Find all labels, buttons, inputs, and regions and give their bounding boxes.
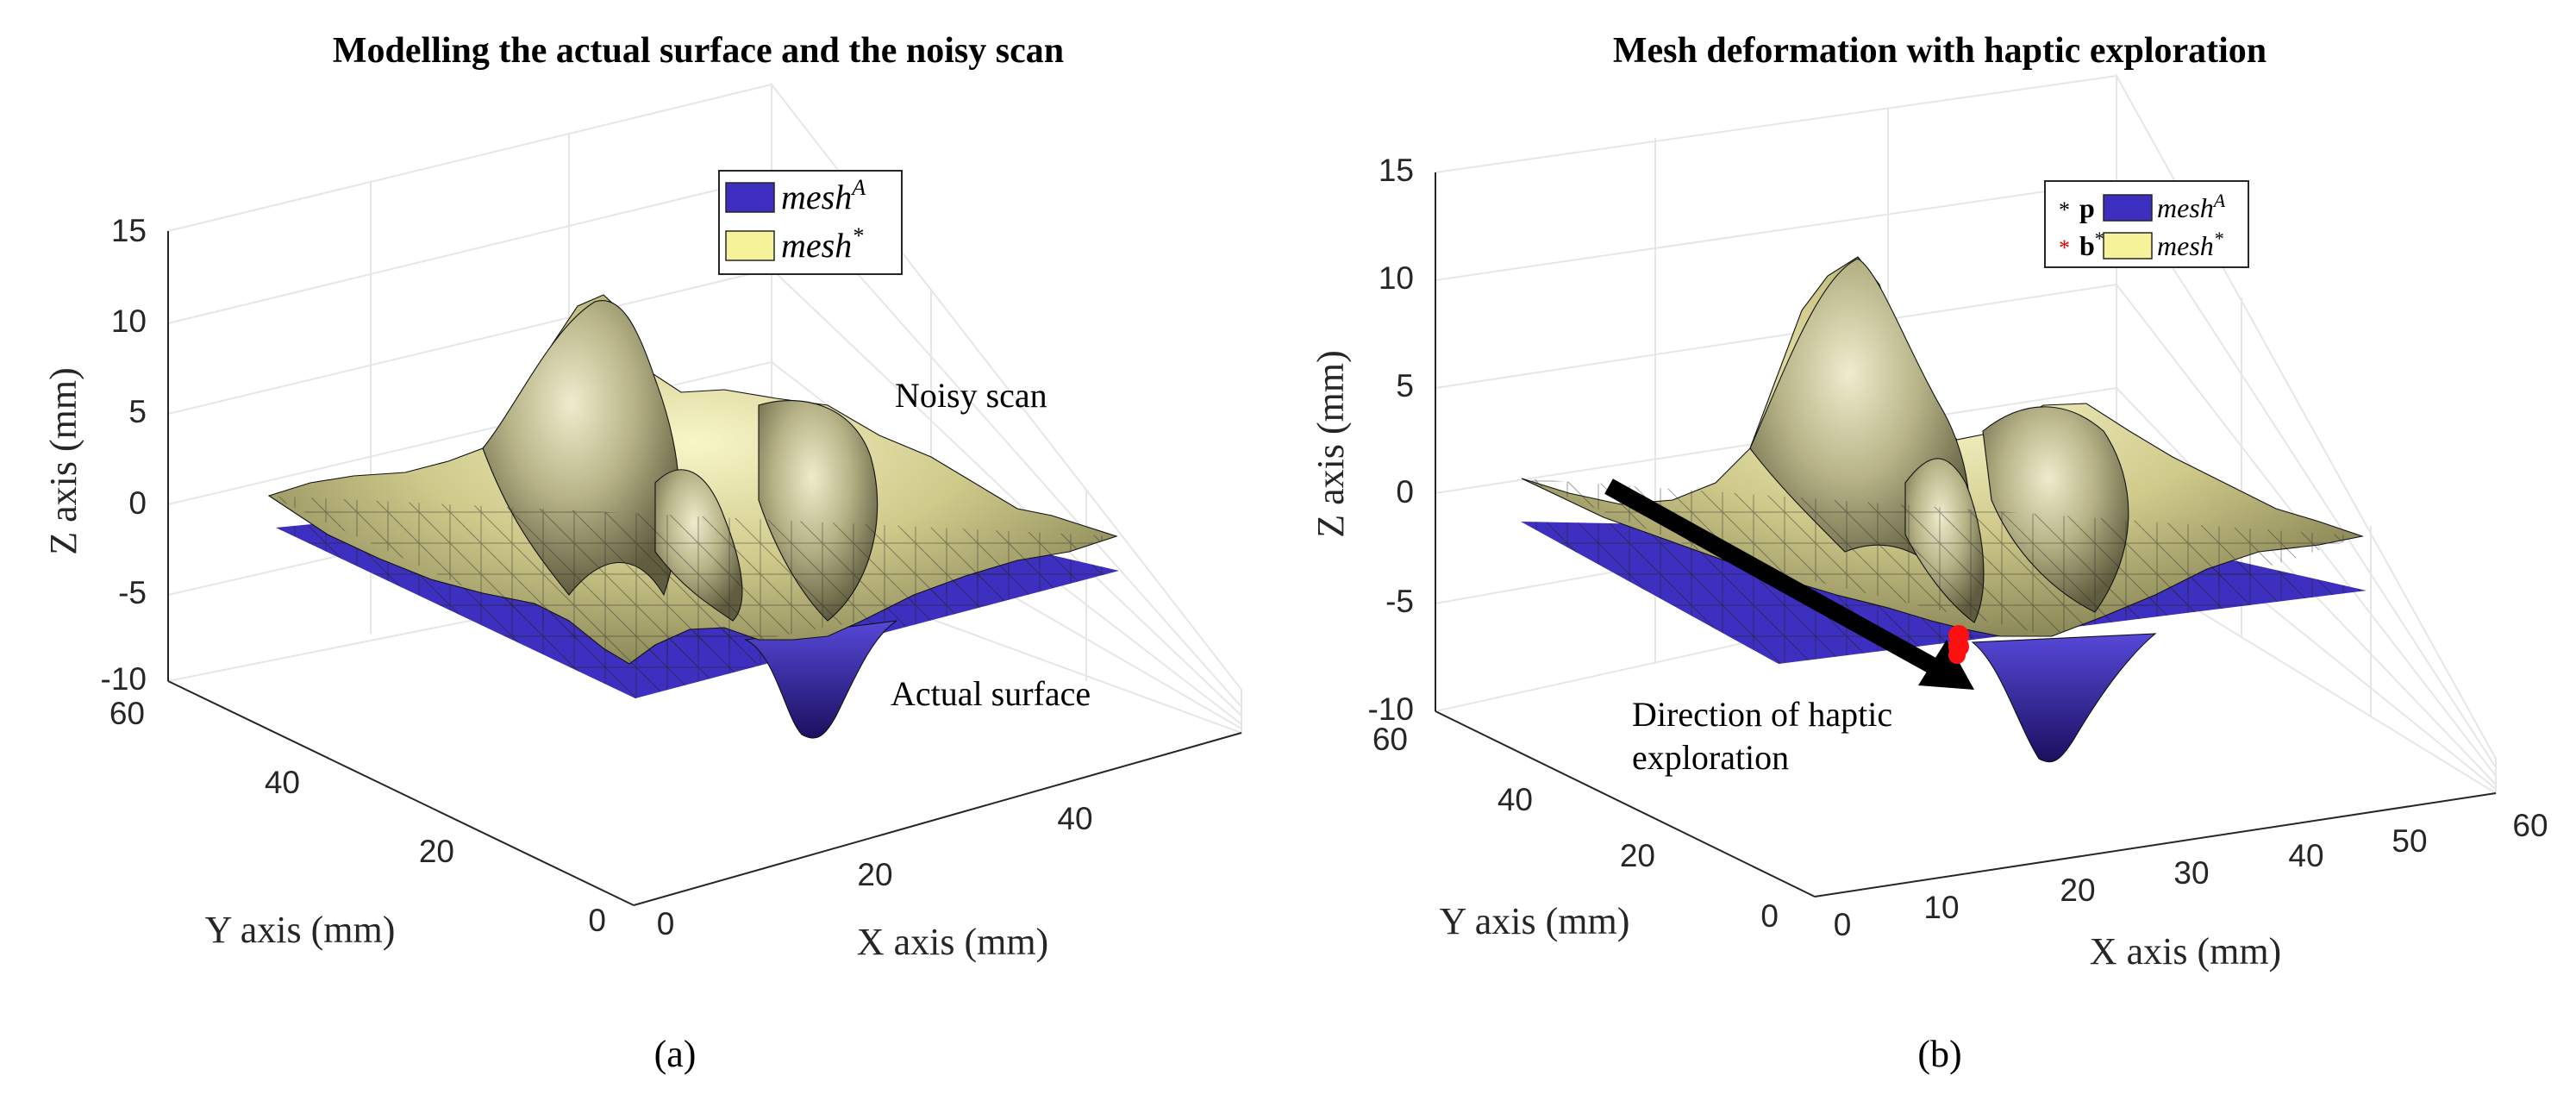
z-tick: -10 bbox=[101, 661, 147, 697]
z-tick: -10 bbox=[1368, 691, 1414, 727]
panel-b-caption: (b) bbox=[1917, 1033, 1961, 1075]
panel-a-axes bbox=[167, 231, 1242, 906]
z-tick: 10 bbox=[111, 303, 147, 339]
panel-a-title: Modelling the actual surface and the noi… bbox=[333, 31, 1064, 71]
z-tick: 10 bbox=[1379, 260, 1414, 296]
legend-label-mesh-a: meshA bbox=[781, 175, 866, 216]
z-tick: 5 bbox=[1396, 368, 1414, 403]
panel-a: Modelling the actual surface and the noi… bbox=[42, 31, 1242, 1075]
z-tick: -5 bbox=[1385, 584, 1414, 619]
x-tick: 40 bbox=[2288, 838, 2323, 873]
panel-a-xlabel: X axis (mm) bbox=[857, 921, 1048, 963]
x-tick: 10 bbox=[1923, 890, 1959, 925]
legend-label-b-star: b* bbox=[2079, 228, 2104, 261]
legend-swatch-mesh-star bbox=[725, 230, 775, 261]
panel-b-xlabel: X axis (mm) bbox=[2090, 930, 2281, 973]
legend-label-mesh-a: meshA bbox=[2157, 190, 2226, 223]
panel-b-legend: * p * b* meshA mesh* bbox=[2044, 180, 2249, 268]
y-tick: 60 bbox=[109, 696, 145, 731]
panel-a-zlabel: Z axis (mm) bbox=[42, 367, 84, 555]
z-tick: -5 bbox=[118, 575, 147, 610]
y-tick: 60 bbox=[1372, 722, 1408, 757]
x-tick: 50 bbox=[2392, 823, 2427, 859]
y-tick: 0 bbox=[1760, 898, 1779, 934]
x-tick: 0 bbox=[1834, 907, 1852, 942]
legend-swatch-mesh-a bbox=[725, 182, 775, 213]
panel-a-z-ticks: 15 10 5 0 -5 -10 bbox=[101, 213, 147, 697]
panel-a-caption: (a) bbox=[654, 1033, 697, 1075]
legend-marker-b-star: * bbox=[2059, 235, 2070, 260]
panel-b-y-ticks: 60 40 20 0 bbox=[1372, 722, 1779, 934]
x-tick: 60 bbox=[2512, 808, 2548, 843]
panel-b-x-ticks: 0 10 20 30 40 50 60 bbox=[1834, 808, 2548, 942]
panel-b-zlabel: Z axis (mm) bbox=[1310, 350, 1352, 538]
panel-b-title: Mesh deformation with haptic exploration bbox=[1613, 31, 2267, 71]
panel-a-mesh-noisy bbox=[267, 294, 1118, 665]
annotation-actual-surface: Actual surface bbox=[891, 674, 1091, 713]
b-star-points bbox=[1948, 625, 1969, 664]
annotation-direction-line2: exploration bbox=[1632, 738, 1789, 777]
panel-b-mesh-noisy bbox=[1521, 256, 2365, 637]
x-tick: 0 bbox=[657, 906, 675, 941]
annotation-noisy-scan: Noisy scan bbox=[895, 376, 1047, 415]
panel-b: Mesh deformation with haptic exploration bbox=[1310, 31, 2548, 1075]
legend-label-mesh-star: mesh* bbox=[781, 223, 863, 265]
legend-label-p: p bbox=[2079, 192, 2095, 223]
panel-b-z-ticks: 15 10 5 0 -5 -10 bbox=[1368, 153, 1414, 727]
y-tick: 40 bbox=[1497, 782, 1533, 817]
panel-b-ylabel: Y axis (mm) bbox=[1440, 900, 1630, 942]
z-tick: 15 bbox=[1379, 153, 1414, 188]
x-tick: 30 bbox=[2173, 855, 2209, 891]
y-tick: 20 bbox=[1620, 838, 1655, 873]
x-tick: 20 bbox=[857, 857, 892, 892]
z-tick: 0 bbox=[128, 485, 147, 521]
legend-swatch-mesh-star bbox=[2103, 232, 2153, 260]
z-tick: 0 bbox=[1396, 474, 1414, 510]
panel-b-axes bbox=[1435, 172, 2497, 897]
panel-a-y-ticks: 60 40 20 0 bbox=[109, 696, 606, 938]
haptic-direction-arrow bbox=[1604, 478, 1974, 690]
legend-label-mesh-star: mesh* bbox=[2157, 228, 2223, 261]
legend-marker-p: * bbox=[2059, 197, 2070, 222]
panel-a-x-ticks: 0 20 40 bbox=[657, 801, 1093, 941]
y-tick: 0 bbox=[588, 903, 606, 938]
panel-a-legend: meshA mesh* bbox=[718, 170, 903, 275]
panel-a-ylabel: Y axis (mm) bbox=[205, 909, 396, 951]
x-tick: 20 bbox=[2060, 872, 2095, 908]
z-tick: 15 bbox=[111, 213, 147, 248]
y-tick: 20 bbox=[419, 834, 454, 869]
legend-swatch-mesh-a bbox=[2103, 194, 2153, 222]
z-tick: 5 bbox=[128, 394, 147, 429]
annotation-direction-line1: Direction of haptic bbox=[1632, 695, 1892, 734]
y-tick: 40 bbox=[265, 765, 300, 800]
x-tick: 40 bbox=[1057, 801, 1092, 836]
